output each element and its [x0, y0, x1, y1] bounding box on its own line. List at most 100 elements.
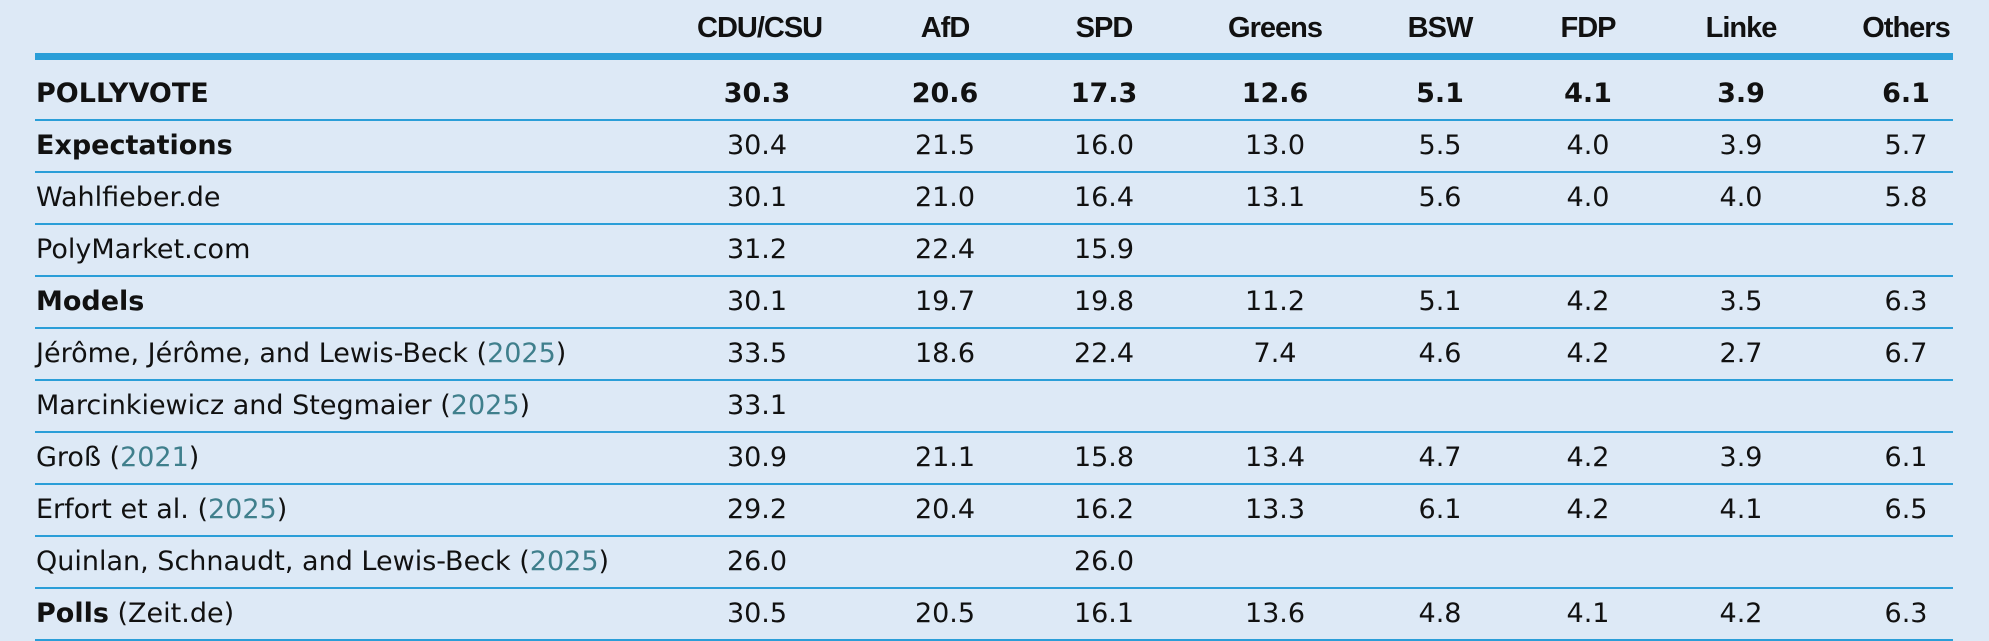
value-cell: 4.0 [1566, 182, 1610, 213]
value-cell: 13.6 [1244, 598, 1306, 629]
value-cell: 6.1 [1418, 494, 1462, 525]
value-cell: 16.1 [1073, 598, 1135, 629]
label-text: ) [555, 338, 567, 369]
value-cell: 16.0 [1073, 130, 1135, 161]
row-rule [35, 639, 1953, 641]
citation-year[interactable]: 2025 [529, 546, 599, 577]
value-cell: 13.1 [1244, 182, 1306, 213]
value-cell: 18.6 [914, 338, 976, 369]
value-cell: 33.5 [726, 338, 788, 369]
value-cell: 5.7 [1884, 130, 1928, 161]
row-label: Expectations [36, 120, 233, 172]
row-label: POLLYVOTE [36, 68, 209, 120]
value-cell: 6.3 [1884, 598, 1928, 629]
value-cell: 21.5 [914, 130, 976, 161]
value-cell: 20.4 [914, 494, 976, 525]
row-rule [35, 223, 1953, 225]
value-cell: 2.7 [1719, 338, 1763, 369]
column-header: Linke [1705, 12, 1778, 44]
row-label: Polls (Zeit.de) [36, 588, 234, 640]
value-cell: 4.0 [1719, 182, 1763, 213]
value-cell: 3.5 [1719, 286, 1763, 317]
label-text: Models [36, 286, 145, 317]
value-cell: 22.4 [1073, 338, 1135, 369]
row-rule [35, 587, 1953, 589]
row-rule [35, 379, 1953, 381]
value-cell: 4.6 [1418, 338, 1462, 369]
column-header: Others [1862, 12, 1950, 44]
value-cell: 3.9 [1719, 130, 1763, 161]
value-cell: 16.4 [1073, 182, 1135, 213]
value-cell: 4.1 [1719, 494, 1763, 525]
value-cell: 3.9 [1717, 78, 1765, 109]
value-cell: 17.3 [1070, 78, 1138, 109]
row-rule [35, 483, 1953, 485]
value-cell: 5.1 [1416, 78, 1464, 109]
label-text: ) [276, 494, 288, 525]
row-rule [35, 431, 1953, 433]
value-cell: 22.4 [914, 234, 976, 265]
value-cell: 33.1 [726, 390, 788, 421]
label-text: POLLYVOTE [36, 78, 209, 109]
citation-year[interactable]: 2021 [120, 442, 189, 473]
value-cell: 26.0 [726, 546, 788, 577]
value-cell: 30.4 [726, 130, 788, 161]
value-cell: 5.8 [1884, 182, 1928, 213]
value-cell: 30.3 [723, 78, 791, 109]
label-text: Expectations [36, 130, 233, 161]
label-text: Wahlfieber.de [36, 182, 221, 213]
value-cell: 15.8 [1073, 442, 1135, 473]
value-cell: 4.2 [1566, 494, 1610, 525]
value-cell: 7.4 [1253, 338, 1297, 369]
value-cell: 4.2 [1566, 442, 1610, 473]
citation-year[interactable]: 2025 [450, 390, 520, 421]
label-text: ) [598, 546, 610, 577]
column-header: AfD [920, 12, 971, 44]
row-label: Groß (2021) [36, 432, 199, 484]
row-label: Quinlan, Schnaudt, and Lewis-Beck (2025) [36, 536, 609, 588]
value-cell: 26.0 [1073, 546, 1135, 577]
label-text: Marcinkiewicz and Stegmaier ( [36, 390, 451, 421]
column-header: Greens [1228, 12, 1323, 44]
column-header: FDP [1560, 12, 1617, 44]
value-cell: 15.9 [1073, 234, 1135, 265]
value-cell: 30.5 [726, 598, 788, 629]
value-cell: 30.9 [726, 442, 788, 473]
value-cell: 4.2 [1719, 598, 1763, 629]
value-cell: 13.3 [1244, 494, 1306, 525]
value-cell: 19.7 [914, 286, 976, 317]
value-cell: 30.1 [726, 182, 788, 213]
row-rule [35, 275, 1953, 277]
value-cell: 20.6 [911, 78, 979, 109]
value-cell: 4.2 [1566, 286, 1610, 317]
value-cell: 31.2 [726, 234, 788, 265]
label-text: (Zeit.de) [108, 598, 235, 629]
row-label: PolyMarket.com [36, 224, 250, 276]
column-header: BSW [1407, 12, 1474, 44]
label-text: ) [188, 442, 200, 473]
value-cell: 11.2 [1244, 286, 1306, 317]
value-cell: 6.5 [1884, 494, 1928, 525]
row-rule [35, 119, 1953, 121]
label-text: Groß ( [36, 442, 121, 473]
label-text: Quinlan, Schnaudt, and Lewis-Beck ( [36, 546, 530, 577]
citation-year[interactable]: 2025 [487, 338, 556, 369]
header-rule [35, 53, 1953, 60]
value-cell: 13.4 [1244, 442, 1306, 473]
value-cell: 4.2 [1566, 338, 1610, 369]
value-cell: 30.1 [726, 286, 788, 317]
label-text: Polls [36, 598, 109, 629]
citation-year[interactable]: 2025 [207, 494, 277, 525]
value-cell: 5.5 [1418, 130, 1462, 161]
value-cell: 13.0 [1244, 130, 1306, 161]
row-rule [35, 171, 1953, 173]
value-cell: 4.1 [1566, 598, 1610, 629]
value-cell: 6.3 [1884, 286, 1928, 317]
row-label: Erfort et al. (2025) [36, 484, 287, 536]
label-text: Erfort et al. ( [36, 494, 208, 525]
row-label: Models [36, 276, 144, 328]
label-text: PolyMarket.com [36, 234, 251, 265]
value-cell: 6.1 [1884, 442, 1928, 473]
label-text: ) [519, 390, 531, 421]
